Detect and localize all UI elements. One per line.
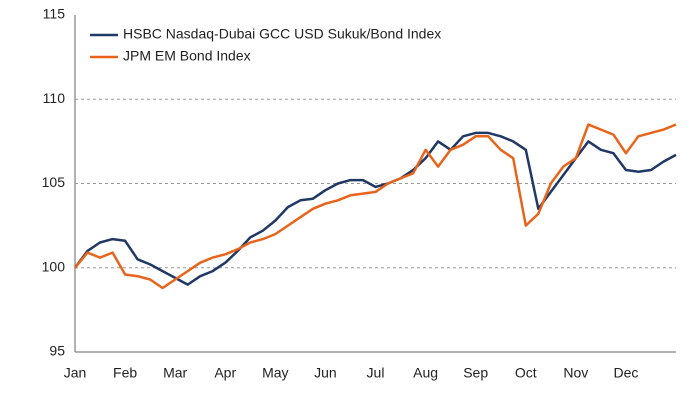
series-line — [74, 123, 677, 290]
y-tick-label: 105 — [42, 174, 66, 190]
x-tick-label: Mar — [163, 365, 187, 381]
x-tick-label: Dec — [613, 365, 638, 381]
y-tick-label: 95 — [49, 343, 65, 359]
x-tick-label: Oct — [515, 365, 537, 381]
x-tick-label: Nov — [563, 365, 588, 381]
x-tick-label: May — [262, 365, 288, 381]
y-tick-label: 100 — [42, 258, 66, 274]
x-tick-label: Feb — [113, 365, 137, 381]
y-tick-label: 110 — [43, 90, 66, 106]
legend-label: HSBC Nasdaq-Dubai GCC USD Sukuk/Bond Ind… — [123, 26, 441, 42]
x-tick-label: Aug — [413, 365, 438, 381]
x-tick-label: Jul — [367, 365, 385, 381]
series-line — [73, 131, 677, 286]
legend-label: JPM EM Bond Index — [123, 48, 251, 64]
x-tick-label: Jun — [314, 365, 337, 381]
y-tick-label: 115 — [43, 6, 66, 22]
x-tick-label: Sep — [463, 365, 488, 381]
x-tick-label: Apr — [214, 365, 236, 381]
x-tick-label: Jan — [64, 365, 87, 381]
